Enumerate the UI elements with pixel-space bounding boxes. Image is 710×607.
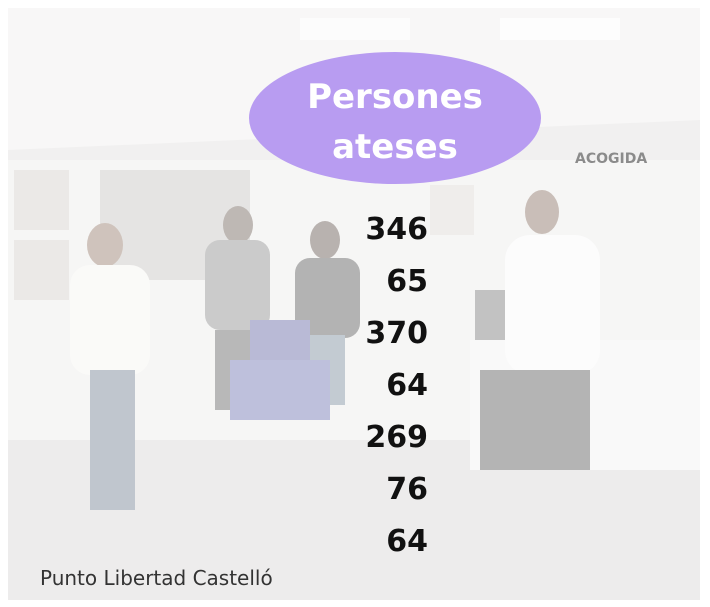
caption: Punto Libertad Castelló [40, 566, 273, 590]
infographic: ACOGIDA Personesateses 34665370642697664… [0, 0, 710, 607]
count-value: 370 [365, 316, 428, 351]
wall-sign: ACOGIDA [575, 151, 647, 167]
count-value: 269 [365, 420, 428, 455]
count-value: 64 [386, 368, 428, 403]
count-value: 76 [386, 472, 428, 507]
count-value: 64 [386, 524, 428, 559]
page: ACOGIDA Personesateses 34665370642697664… [0, 0, 710, 607]
count-value: 346 [365, 212, 428, 247]
count-value: 65 [386, 264, 428, 299]
